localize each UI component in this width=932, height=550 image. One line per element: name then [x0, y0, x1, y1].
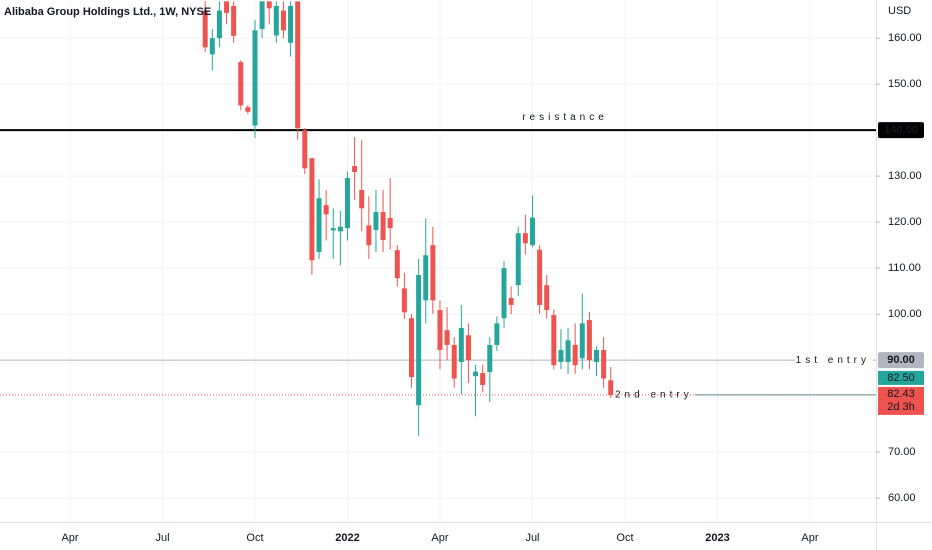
candle-body — [529, 217, 535, 246]
price-tag-label: 82.50 — [887, 372, 915, 384]
x-tick-label: Apr — [801, 532, 818, 544]
candle-body — [522, 233, 528, 244]
candle-body — [601, 349, 607, 379]
line-label: resistance — [522, 112, 608, 123]
chart-title: Alibaba Group Holdings Ltd., 1W, NYSE — [4, 6, 211, 18]
price-tag-box — [878, 370, 924, 385]
y-tick-label: 110.00 — [888, 262, 921, 274]
candle-body — [280, 10, 286, 31]
candle-body — [565, 340, 571, 362]
price-tag-box — [878, 386, 924, 415]
candle-body — [380, 212, 386, 241]
x-tick-label: Jul — [155, 532, 169, 544]
candle-body — [209, 38, 215, 55]
candle-body — [558, 349, 564, 362]
price-tag-label: 82.43 — [887, 388, 915, 400]
x-tick-label: Apr — [431, 532, 448, 544]
candle-body — [572, 344, 578, 366]
candle-body — [323, 205, 329, 215]
candle-body — [231, 5, 237, 36]
y-tick-label: 100.00 — [888, 308, 922, 320]
x-tick-label: 2023 — [705, 532, 729, 544]
candle-body — [352, 166, 358, 173]
line-label: 1st entry — [796, 355, 870, 366]
candle-body — [501, 268, 507, 319]
y-tick-label: 120.00 — [888, 216, 922, 228]
candle-body — [515, 233, 521, 286]
candle-body — [551, 315, 557, 366]
candle-body — [579, 323, 585, 359]
candle-body — [586, 320, 592, 361]
candle-body — [288, 5, 294, 43]
candle-body — [309, 158, 315, 261]
candle-body — [544, 285, 550, 310]
candle-body — [373, 212, 379, 230]
candle-body — [273, 5, 279, 36]
candle-body — [316, 198, 322, 253]
axes: 60.00 70.00 100.00 110.00 120.00 130.00 150.00… — [61, 32, 924, 544]
candle-body — [537, 249, 543, 305]
candle-body — [430, 245, 436, 301]
x-tick-label: Oct — [616, 532, 633, 544]
price-tag-sublabel: 2d 3h — [887, 401, 915, 413]
price-label: 90.00 — [887, 354, 915, 366]
candle-body — [202, 10, 208, 48]
candle-body — [337, 226, 343, 232]
candle-body — [266, 1, 272, 9]
candle-body — [508, 298, 514, 305]
x-tick-label: Oct — [246, 532, 263, 544]
candle-body — [487, 344, 493, 373]
candle-body — [458, 327, 464, 362]
x-tick-label: 2022 — [335, 532, 359, 544]
candle-body — [245, 107, 251, 112]
candle-body — [437, 309, 443, 350]
candle-body — [366, 225, 372, 246]
candle-body — [216, 10, 222, 39]
candle-body — [330, 228, 336, 231]
candle-body — [224, 1, 230, 13]
candle-body — [252, 30, 258, 126]
candle-body — [423, 255, 429, 301]
candle-body — [594, 349, 600, 362]
candle-body — [394, 250, 400, 279]
y-tick-label: 70.00 — [888, 446, 916, 458]
y-tick-label: 130.00 — [888, 170, 922, 182]
candle-body — [451, 344, 457, 379]
price-label-box — [878, 122, 924, 139]
price-label-box — [878, 352, 924, 369]
candle-body — [416, 275, 422, 406]
y-tick-label: 150.00 — [888, 78, 922, 90]
candle-body — [302, 130, 308, 169]
candle-body — [409, 318, 415, 378]
candle-body — [259, 1, 265, 29]
x-tick-label: Apr — [61, 532, 78, 544]
candle-body — [473, 371, 479, 377]
y-tick-label: 60.00 — [888, 492, 916, 504]
candle-body — [608, 380, 614, 395]
candle-body — [480, 372, 486, 385]
candle-body — [238, 62, 244, 106]
candle-body — [387, 217, 393, 229]
x-tick-label: Jul — [525, 532, 539, 544]
price-label: 140.00 — [884, 124, 918, 136]
label-background — [795, 353, 873, 368]
candle-body — [295, 1, 301, 129]
candle-body — [444, 330, 450, 345]
candle-body — [494, 323, 500, 345]
y-tick-label: 160.00 — [888, 32, 922, 44]
candle-body — [344, 177, 350, 229]
candle-body — [465, 335, 471, 361]
candle-body — [401, 288, 407, 313]
candle-body — [359, 189, 365, 209]
currency-label: USD — [888, 5, 911, 17]
